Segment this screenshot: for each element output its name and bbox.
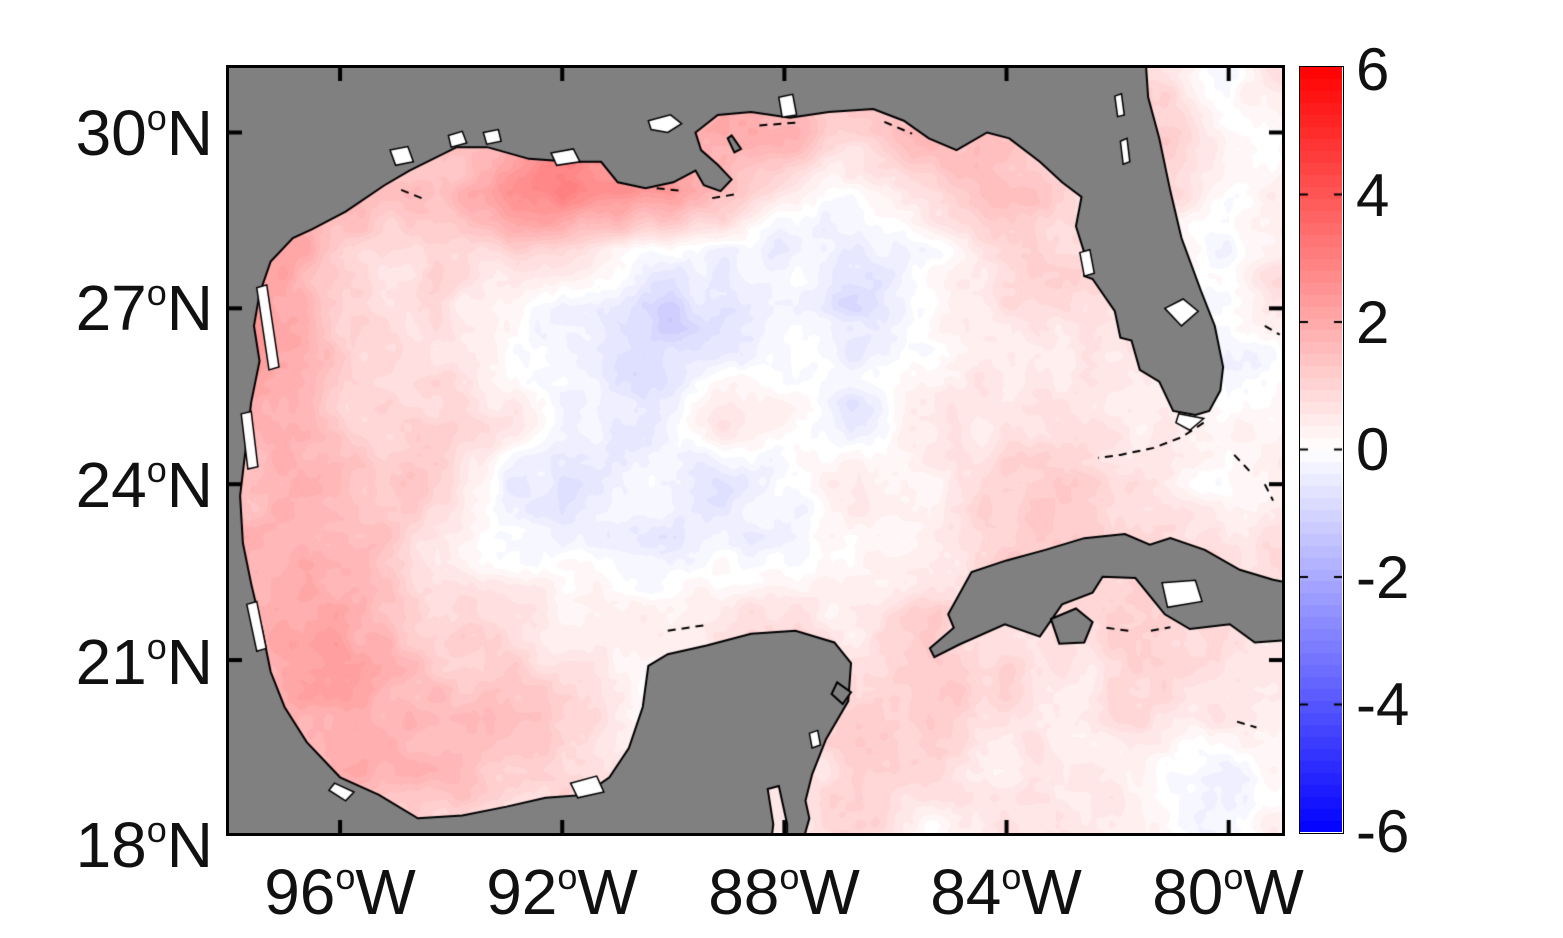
degree-symbol: o	[146, 97, 167, 138]
colorbar-gradient-canvas	[1300, 67, 1342, 832]
x-tick-label-88w: 88oW	[708, 856, 860, 928]
degree-symbol: o	[1223, 856, 1244, 897]
degree-symbol: o	[557, 856, 578, 897]
y-tick-label-18n: 18oN	[75, 809, 213, 881]
degree-symbol: o	[146, 809, 167, 850]
y-tick-label-27n: 27oN	[75, 272, 213, 344]
y-tick-label-24n: 24oN	[75, 449, 213, 521]
map-panel	[226, 65, 1285, 836]
degree-symbol: o	[146, 626, 167, 667]
x-tick-label-96w: 96oW	[264, 856, 416, 928]
degree-symbol: o	[1001, 856, 1022, 897]
degree-symbol: o	[146, 449, 167, 490]
colorbar	[1299, 66, 1344, 834]
colorbar-tick-label-neg2: -2	[1356, 544, 1410, 611]
colorbar-tick-label-2: 2	[1356, 289, 1390, 356]
colorbar-tick-label-4: 4	[1356, 162, 1390, 229]
x-tick-label-92w: 92oW	[486, 856, 638, 928]
colorbar-tick-label-6: 6	[1356, 36, 1390, 103]
degree-symbol: o	[335, 856, 356, 897]
colorbar-tick-label-0: 0	[1356, 416, 1390, 483]
colorbar-tick-label-neg4: -4	[1356, 671, 1410, 738]
degree-symbol: o	[779, 856, 800, 897]
anomaly-heatmap-canvas	[229, 68, 1282, 833]
y-tick-label-21n: 21oN	[75, 626, 213, 698]
x-tick-label-84w: 84oW	[930, 856, 1082, 928]
degree-symbol: o	[146, 272, 167, 313]
colorbar-tick-label-neg6: -6	[1356, 798, 1410, 865]
x-tick-label-80w: 80oW	[1152, 856, 1304, 928]
y-tick-label-30n: 30oN	[75, 97, 213, 169]
